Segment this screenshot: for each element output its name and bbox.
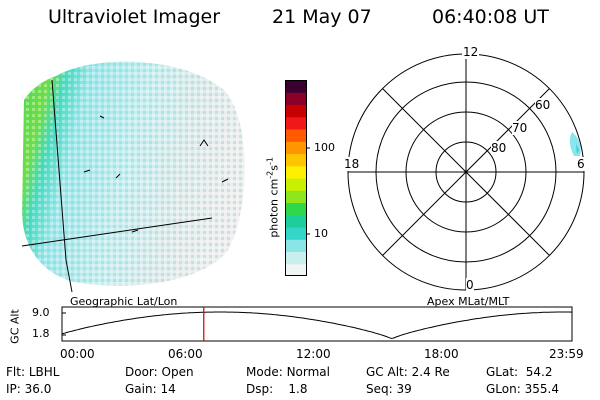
colorbar-scale bbox=[285, 80, 307, 277]
colorbar-tick-10: 10 bbox=[314, 227, 328, 240]
colorbar-border bbox=[285, 80, 307, 276]
polar-mlat-mlt-plot bbox=[347, 53, 585, 291]
orbit-altitude-timeline bbox=[61, 306, 573, 342]
gc-alt-tick-9: 9.0 bbox=[32, 306, 50, 319]
mlt-label-0: 0 bbox=[466, 278, 474, 292]
time-tick-1200: 12:00 bbox=[296, 347, 331, 361]
status-gc-alt: GC Alt: 2.4 Re bbox=[366, 365, 450, 379]
status-dsp: Dsp: 1.8 bbox=[246, 382, 308, 396]
colorbar-band bbox=[285, 153, 307, 167]
colorbar-band bbox=[285, 251, 307, 265]
colorbar-band bbox=[285, 165, 307, 179]
apex-caption: Apex MLat/MLT bbox=[427, 295, 510, 308]
colorbar-band bbox=[285, 129, 307, 142]
mlt-label-18: 18 bbox=[344, 157, 360, 171]
colorbar-band bbox=[285, 227, 307, 240]
mlat-label-60: 60 bbox=[535, 98, 551, 112]
colorbar-band bbox=[285, 92, 307, 105]
colorbar-band bbox=[285, 80, 307, 93]
status-mode: Mode: Normal bbox=[246, 365, 330, 379]
mlt-label-6: 6 bbox=[577, 157, 585, 171]
altitude-curve bbox=[61, 311, 573, 339]
mlat-label-70: 70 bbox=[512, 121, 528, 135]
mlt-label-12: 12 bbox=[462, 45, 480, 59]
status-seq: Seq: 39 bbox=[366, 382, 412, 396]
app-title: Ultraviolet Imager bbox=[48, 6, 221, 28]
status-glat: GLat: 54.2 bbox=[486, 365, 553, 379]
time-tick-1800: 18:00 bbox=[424, 347, 459, 361]
colorbar-band bbox=[285, 190, 307, 203]
status-flt: Flt: LBHL bbox=[6, 365, 60, 379]
colorbar-band bbox=[285, 104, 307, 118]
gc-alt-tick-1-8: 1.8 bbox=[32, 327, 50, 340]
geographic-caption: Geographic Lat/Lon bbox=[70, 295, 178, 308]
colorbar-label: photon cm-2s-1 bbox=[265, 157, 281, 238]
image-time: 06:40:08 UT bbox=[432, 6, 549, 28]
time-tick-0000: 00:00 bbox=[60, 347, 95, 361]
colorbar-band bbox=[285, 263, 307, 277]
colorbar-ticks bbox=[306, 147, 310, 235]
colorbar-band bbox=[285, 214, 307, 228]
status-ip: IP: 36.0 bbox=[6, 382, 52, 396]
colorbar-band bbox=[285, 239, 307, 252]
colorbar-band bbox=[285, 202, 307, 216]
mlat-label-80: 80 bbox=[491, 141, 507, 155]
status-glon: GLon: 355.4 bbox=[486, 382, 559, 396]
status-door: Door: Open bbox=[125, 365, 194, 379]
time-tick-0600: 06:00 bbox=[168, 347, 203, 361]
colorbar bbox=[285, 80, 307, 277]
colorbar-tick-100: 100 bbox=[314, 141, 335, 154]
colorbar-band bbox=[285, 178, 307, 191]
uv-auroral-image bbox=[21, 61, 245, 292]
time-tick-2359: 23:59 bbox=[549, 347, 584, 361]
colorbar-band bbox=[285, 116, 307, 130]
image-date: 21 May 07 bbox=[272, 6, 372, 28]
gc-alt-axis-label: GC Alt bbox=[8, 309, 22, 344]
colorbar-band bbox=[285, 141, 307, 154]
status-gain: Gain: 14 bbox=[125, 382, 176, 396]
